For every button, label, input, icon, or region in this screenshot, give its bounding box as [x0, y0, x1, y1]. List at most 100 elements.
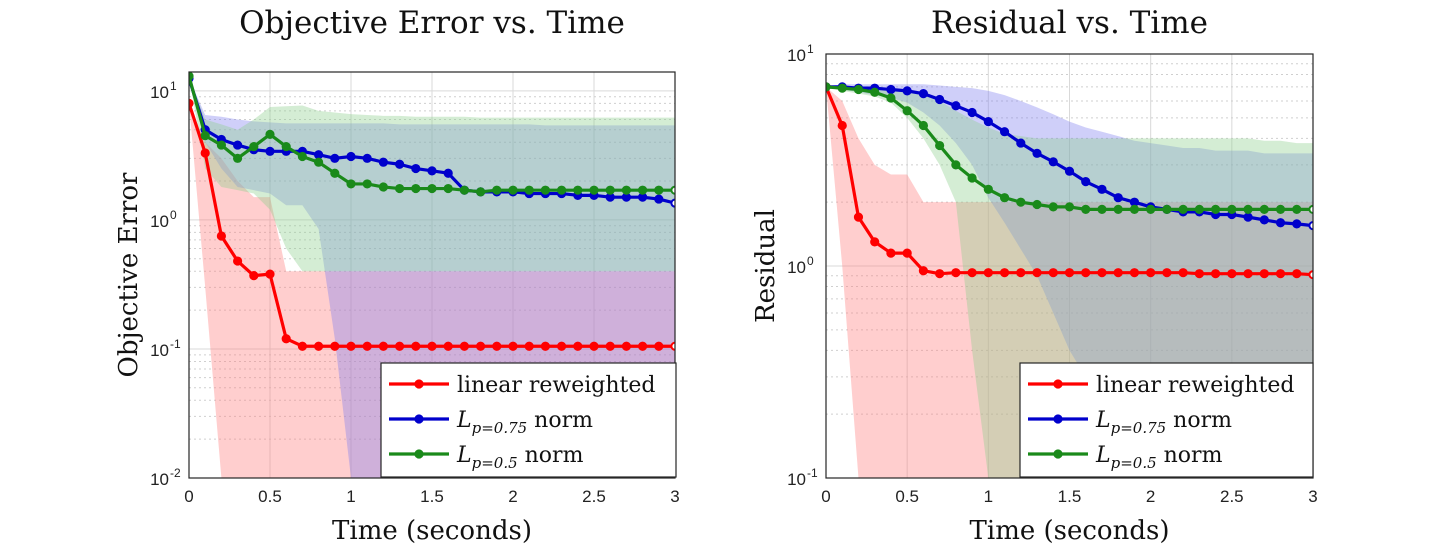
- data-point: [935, 94, 945, 105]
- data-point: [1064, 268, 1075, 278]
- data-point: [1292, 219, 1302, 229]
- legend-label: Lp=0.5 norm: [456, 443, 584, 472]
- data-point: [967, 268, 977, 278]
- data-point: [1016, 138, 1026, 148]
- data-point: [395, 159, 405, 169]
- data-point: [330, 341, 340, 351]
- y-tick-exponent: 0: [807, 254, 814, 268]
- data-point: [508, 341, 518, 351]
- x-tick-label: 1.5: [1058, 487, 1082, 506]
- legend-label-main: linear reweighted: [1096, 373, 1295, 398]
- legend-label-sub: p=0.75: [1111, 419, 1167, 437]
- data-point: [265, 269, 275, 279]
- legend-label-suffix: norm: [527, 408, 593, 433]
- data-point: [362, 341, 372, 351]
- data-point: [605, 185, 615, 195]
- data-point: [1292, 269, 1302, 279]
- y-tick-exponent: -1: [807, 466, 818, 480]
- data-point: [411, 163, 421, 174]
- data-point: [346, 151, 356, 162]
- data-point: [837, 120, 847, 131]
- data-point: [189, 72, 194, 81]
- data-point: [999, 268, 1010, 278]
- data-point: [281, 141, 291, 152]
- data-point: [189, 98, 194, 108]
- x-tick-label: 1: [346, 487, 355, 506]
- data-point: [540, 185, 551, 195]
- y-tick-exponent: 0: [170, 208, 177, 222]
- legend-label: Lp=0.5 norm: [1095, 443, 1223, 472]
- legend-swatch-marker: [414, 449, 424, 459]
- data-point: [1113, 268, 1123, 278]
- data-point: [265, 146, 275, 156]
- plot-frame: [825, 53, 1314, 479]
- data-point: [886, 93, 896, 103]
- data-point: [670, 198, 675, 208]
- data-point: [233, 256, 243, 266]
- data-point: [459, 341, 469, 351]
- data-point: [951, 101, 961, 111]
- data-point: [654, 185, 664, 195]
- data-point: [1032, 199, 1042, 210]
- data-point: [1194, 204, 1204, 214]
- data-point: [1275, 269, 1286, 279]
- data-point: [870, 87, 880, 97]
- x-axis-label: Time (seconds): [332, 516, 532, 546]
- data-point: [281, 334, 291, 344]
- data-point: [524, 341, 534, 351]
- x-tick-label: 2: [1146, 487, 1155, 506]
- data-point: [216, 231, 226, 241]
- data-point: [1292, 204, 1302, 214]
- data-point: [1048, 202, 1058, 212]
- data-point: [1113, 204, 1123, 214]
- x-tick-label: 0.5: [895, 487, 919, 506]
- legend-label-main: L: [456, 443, 472, 468]
- data-point: [670, 341, 675, 351]
- data-point: [1259, 215, 1269, 225]
- series-lines: [189, 72, 675, 351]
- data-point: [983, 184, 993, 194]
- chart-title: Objective Error vs. Time: [239, 5, 625, 41]
- data-point: [524, 185, 534, 195]
- legend-label-main: L: [456, 408, 472, 433]
- data-point: [1129, 197, 1140, 207]
- data-point: [573, 341, 583, 351]
- data-point: [1064, 202, 1075, 212]
- y-tick-label: 10: [150, 470, 169, 489]
- data-point: [902, 106, 912, 116]
- data-point: [1308, 221, 1313, 231]
- x-tick-label: 1.5: [420, 487, 444, 506]
- data-point: [1308, 270, 1313, 280]
- data-point: [427, 166, 437, 176]
- legend-swatch-marker: [414, 414, 424, 424]
- data-point: [476, 187, 486, 197]
- data-point: [1146, 268, 1156, 278]
- legend-label-sub: p=0.75: [472, 419, 528, 437]
- data-point: [395, 183, 405, 194]
- data-point: [951, 268, 961, 278]
- data-point: [1211, 204, 1221, 214]
- data-point: [1129, 268, 1140, 278]
- data-point: [886, 248, 896, 258]
- data-point: [492, 341, 502, 351]
- data-point: [1032, 148, 1042, 158]
- data-point: [983, 116, 993, 127]
- data-point: [1097, 184, 1107, 194]
- x-tick-label: 3: [1308, 487, 1317, 506]
- data-point: [1081, 177, 1091, 187]
- data-point: [1243, 212, 1253, 222]
- data-point: [853, 84, 864, 95]
- data-point: [621, 341, 632, 351]
- x-tick-label: 1: [984, 487, 993, 506]
- data-point: [314, 341, 324, 351]
- legend-label-main: L: [1095, 408, 1111, 433]
- data-point: [297, 151, 307, 162]
- data-point: [589, 185, 599, 195]
- data-point: [557, 185, 567, 195]
- data-point: [870, 237, 880, 247]
- data-point: [918, 89, 929, 99]
- data-point: [411, 341, 421, 351]
- data-point: [1162, 268, 1172, 278]
- x-tick-label: 2.5: [1220, 487, 1244, 506]
